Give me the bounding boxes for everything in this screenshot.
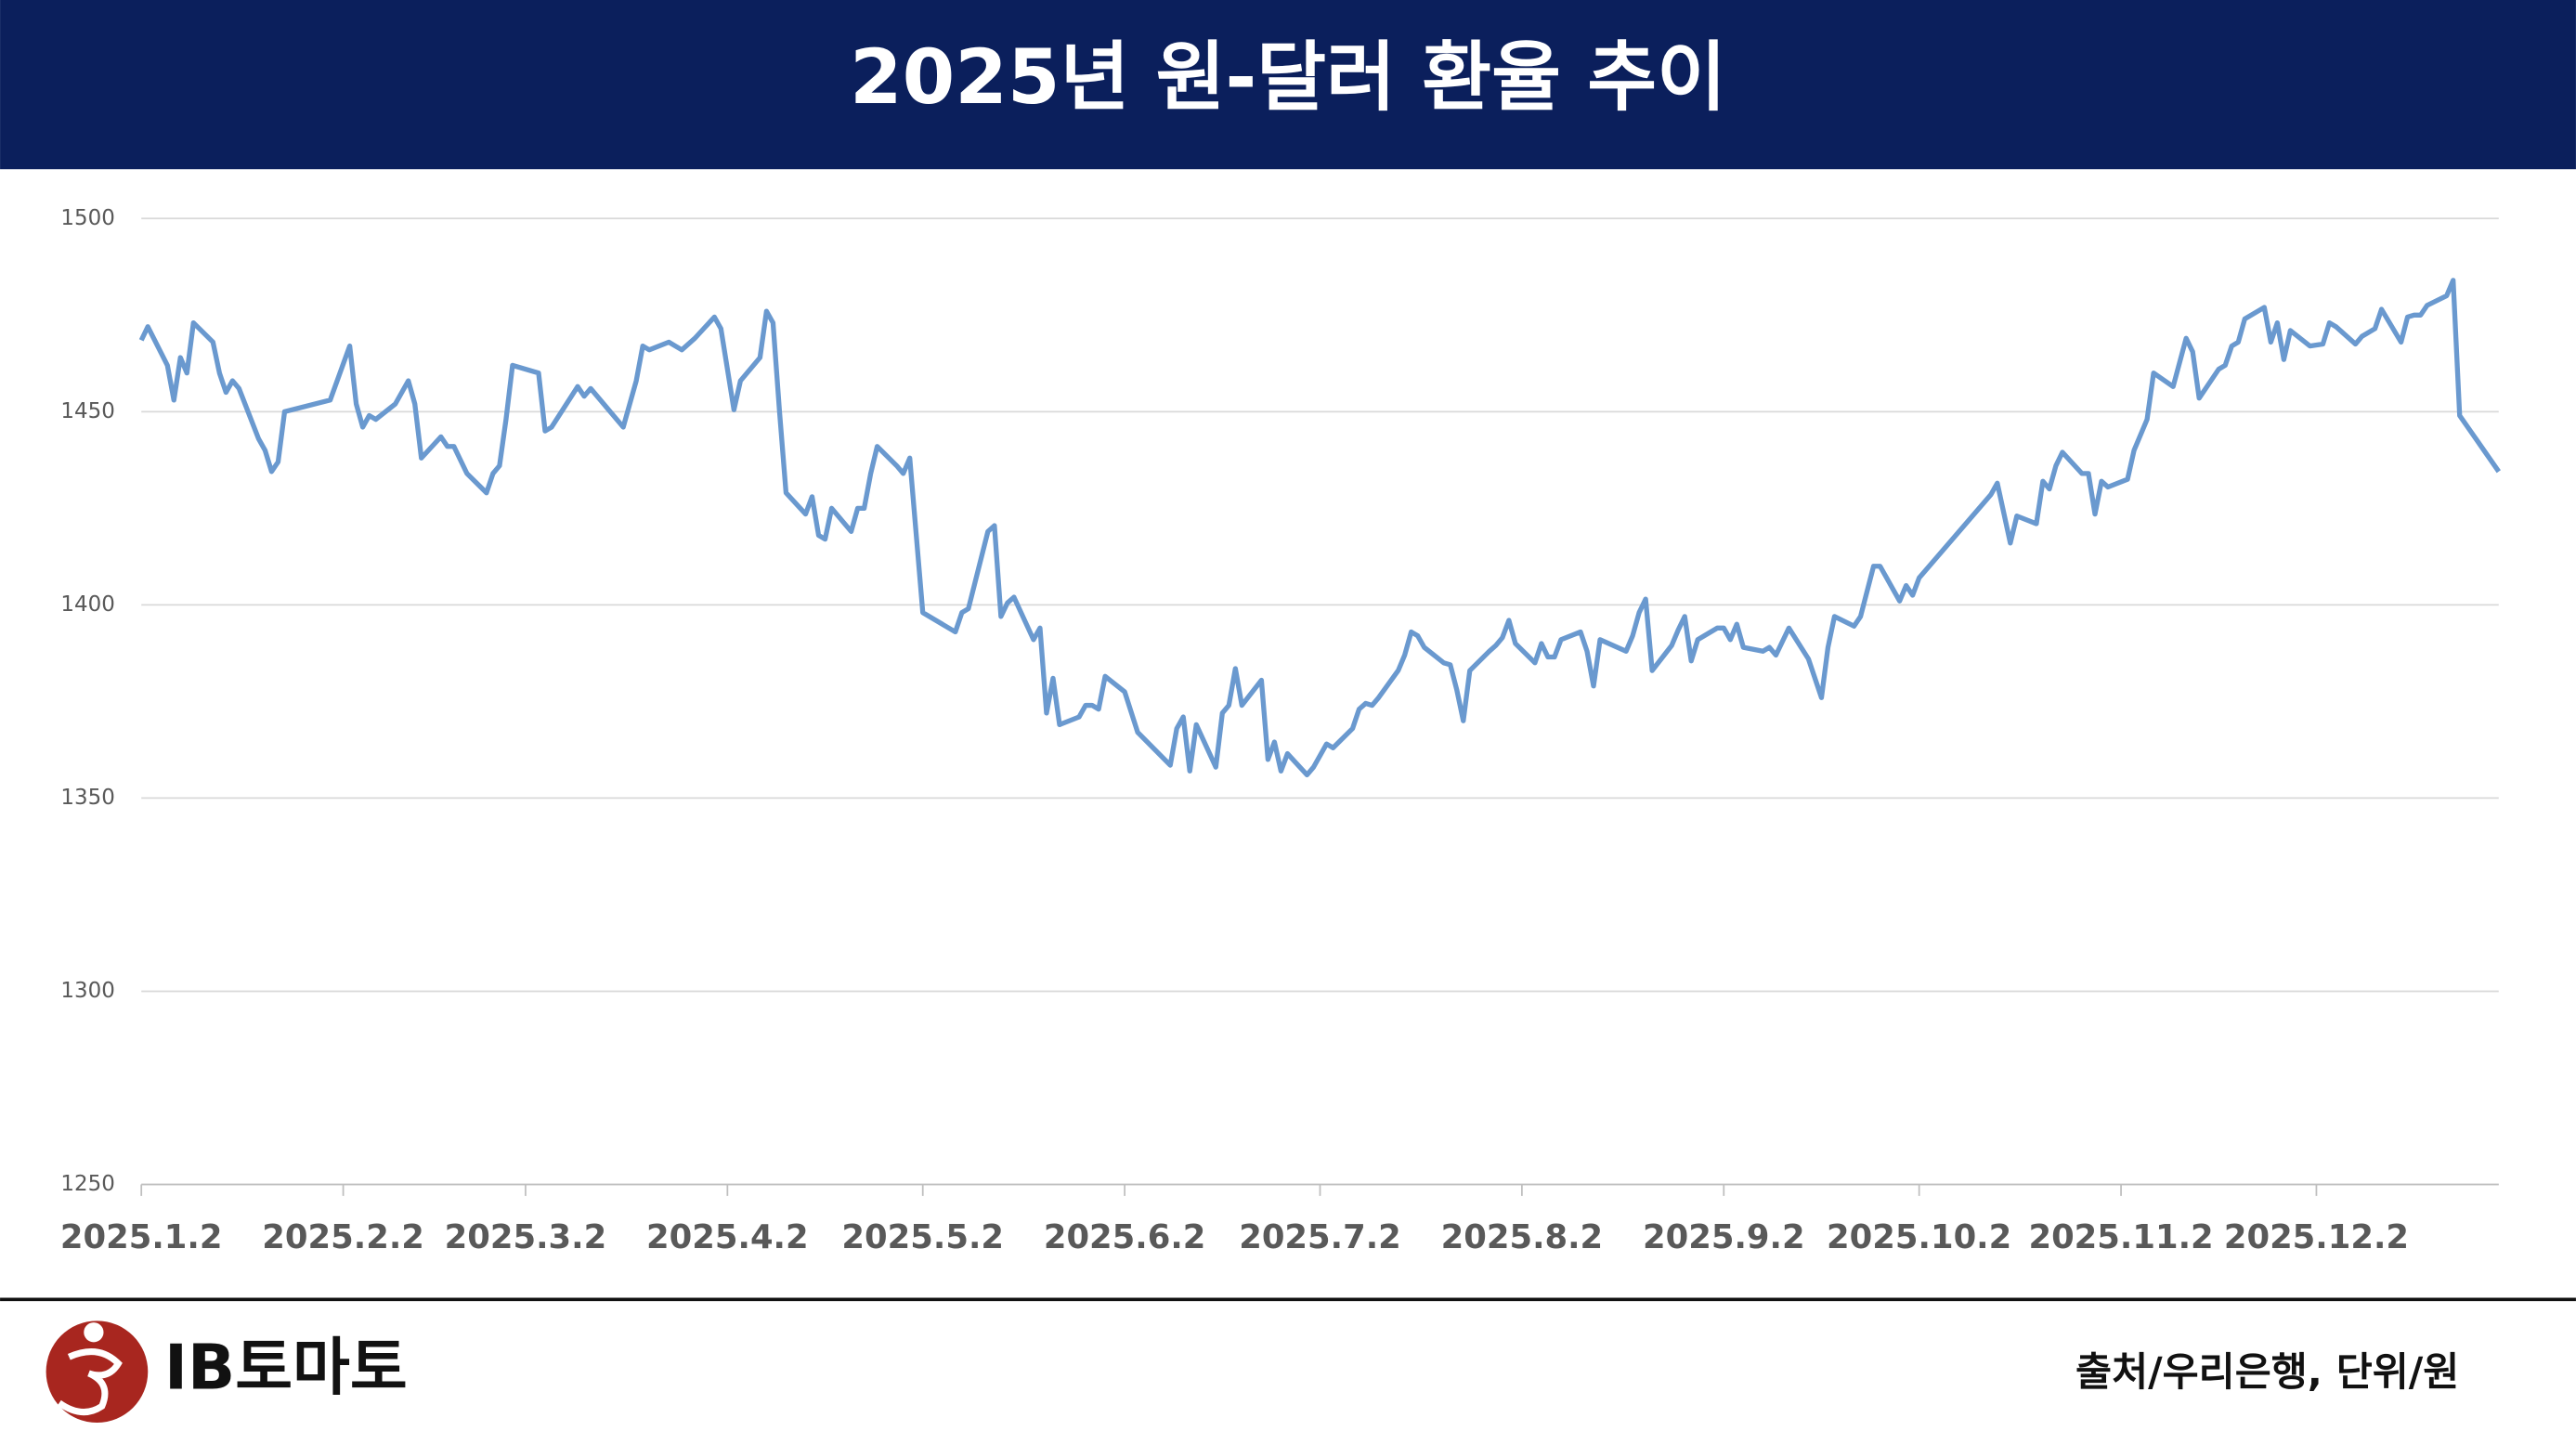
x-tick-label: 2025.11.2 [2028,1218,2213,1256]
y-tick-label: 1450 [60,399,115,423]
chart-title: 2025년 원-달러 환율 추이 [850,33,1726,122]
logo-icon [46,1320,149,1424]
x-tick-label: 2025.3.2 [445,1218,607,1256]
x-tick-label: 2025.2.2 [262,1218,424,1256]
y-tick-label: 1400 [60,592,115,617]
source-note: 출처/우리은행, 단위/원 [2075,1350,2459,1396]
x-tick-label: 2025.5.2 [841,1218,1004,1256]
x-tick-label: 2025.7.2 [1239,1218,1401,1256]
y-tick-label: 1500 [60,206,115,230]
x-tick-label: 2025.12.2 [2224,1218,2409,1256]
logo-text: IB토마토 [164,1332,408,1404]
x-tick-label: 2025.10.2 [1827,1218,2011,1256]
x-tick-label: 2025.9.2 [1643,1218,1805,1256]
rate-line [138,278,2501,778]
y-tick-label: 1300 [60,979,115,1003]
x-tick-label: 2025.1.2 [60,1218,223,1256]
y-tick-label: 1350 [60,786,115,810]
y-tick-label: 1250 [60,1172,115,1196]
x-tick-label: 2025.4.2 [646,1218,809,1256]
x-tick-label: 2025.6.2 [1044,1218,1206,1256]
x-tick-label: 2025.8.2 [1441,1218,1604,1256]
header-bar [0,0,2576,170]
